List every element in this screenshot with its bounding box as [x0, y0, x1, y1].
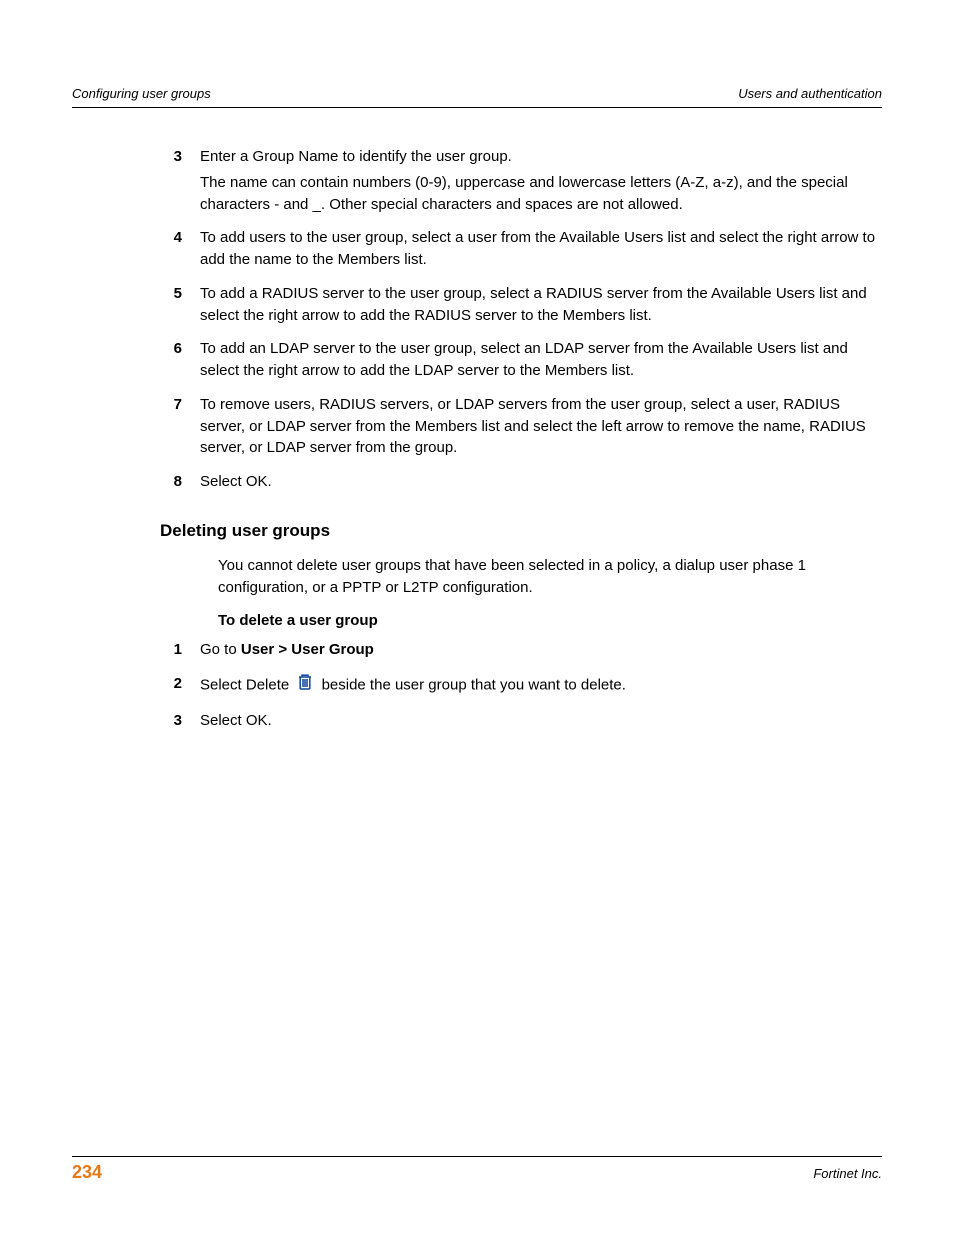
delete-step-2: 2 Select Delete — [160, 673, 882, 702]
page-number: 234 — [72, 1162, 102, 1183]
step-body: Enter a Group Name to identify the user … — [200, 146, 882, 219]
step-body: Go to User > User Group — [200, 639, 882, 665]
header-right: Users and authentication — [738, 86, 882, 101]
delete-step-1: 1 Go to User > User Group — [160, 639, 882, 665]
main-content: 3 Enter a Group Name to identify the use… — [72, 108, 882, 736]
step-text: To add users to the user group, select a… — [200, 227, 882, 271]
step-text: To add a RADIUS server to the user group… — [200, 283, 882, 327]
step-number: 8 — [160, 471, 200, 493]
step-body: Select OK. — [200, 471, 882, 497]
step-number: 3 — [160, 146, 200, 168]
procedure-heading: To delete a user group — [218, 612, 882, 629]
step-number: 3 — [160, 710, 200, 732]
text-prefix: Go to — [200, 641, 241, 658]
step-text: Go to User > User Group — [200, 639, 882, 661]
step-body: To remove users, RADIUS servers, or LDAP… — [200, 394, 882, 463]
step-7: 7 To remove users, RADIUS servers, or LD… — [160, 394, 882, 463]
step-text: To add an LDAP server to the user group,… — [200, 338, 882, 382]
section-intro: You cannot delete user groups that have … — [218, 555, 882, 599]
step-text: Select Delete — [200, 673, 882, 698]
trash-icon — [297, 673, 313, 698]
nav-path: User > User Group — [241, 641, 374, 658]
footer-rule — [72, 1156, 882, 1157]
company-name: Fortinet Inc. — [813, 1166, 882, 1181]
page: Configuring user groups Users and authen… — [0, 0, 954, 1235]
step-text: To remove users, RADIUS servers, or LDAP… — [200, 394, 882, 459]
step-body: To add a RADIUS server to the user group… — [200, 283, 882, 331]
step-text: Select OK. — [200, 471, 882, 493]
section-heading: Deleting user groups — [160, 521, 882, 541]
header-left: Configuring user groups — [72, 86, 211, 101]
step-text: Select OK. — [200, 710, 882, 732]
step-number: 1 — [160, 639, 200, 661]
step-4: 4 To add users to the user group, select… — [160, 227, 882, 275]
step-body: Select OK. — [200, 710, 882, 736]
step-body: To add an LDAP server to the user group,… — [200, 338, 882, 386]
step-number: 7 — [160, 394, 200, 416]
step-6: 6 To add an LDAP server to the user grou… — [160, 338, 882, 386]
step-number: 5 — [160, 283, 200, 305]
text-after-icon: beside the user group that you want to d… — [322, 676, 626, 693]
step-8: 8 Select OK. — [160, 471, 882, 497]
text-before-icon: Select Delete — [200, 676, 293, 693]
step-number: 6 — [160, 338, 200, 360]
running-header: Configuring user groups Users and authen… — [72, 86, 882, 108]
step-text: The name can contain numbers (0-9), uppe… — [200, 172, 882, 216]
delete-step-3: 3 Select OK. — [160, 710, 882, 736]
step-body: Select Delete — [200, 673, 882, 702]
step-5: 5 To add a RADIUS server to the user gro… — [160, 283, 882, 331]
step-text: Enter a Group Name to identify the user … — [200, 146, 882, 168]
step-body: To add users to the user group, select a… — [200, 227, 882, 275]
step-number: 2 — [160, 673, 200, 695]
footer: 234 Fortinet Inc. — [72, 1162, 882, 1183]
step-number: 4 — [160, 227, 200, 249]
step-3: 3 Enter a Group Name to identify the use… — [160, 146, 882, 219]
